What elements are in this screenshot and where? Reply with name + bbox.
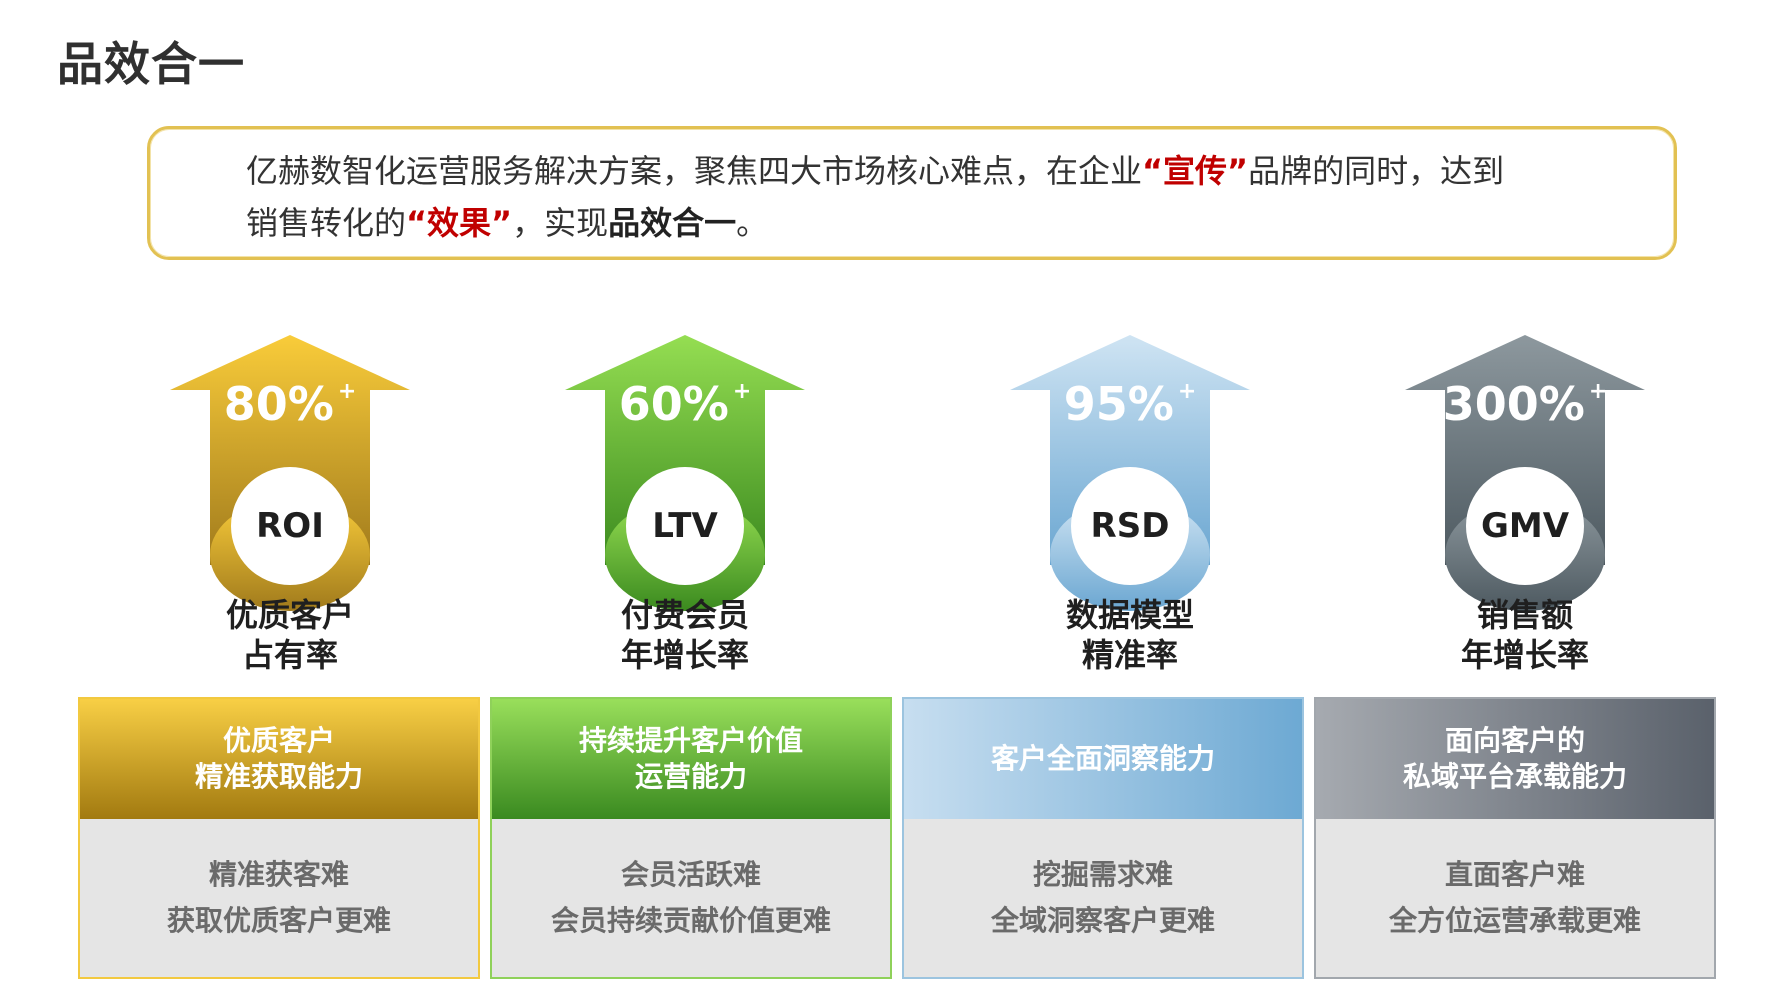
card-body: 会员活跃难 会员持续贡献价值更难	[492, 819, 890, 977]
metric-acronym: ROI	[231, 467, 349, 585]
metric-label: 优质客户 占有率	[225, 596, 354, 674]
metric-label: 数据模型 精准率	[1065, 596, 1194, 674]
intro-highlight-publicity: “宣传”	[1142, 152, 1249, 190]
metric-percent: 95% +	[1063, 377, 1197, 431]
intro-line1-b: 品牌的同时，达到	[1248, 152, 1505, 190]
metric-percent: 60% +	[618, 377, 752, 431]
card-body: 直面客户难 全方位运营承载更难	[1316, 819, 1714, 977]
intro-line2-a: 销售转化的	[246, 204, 407, 242]
metric-roi: 80% + ROI 优质客户 占有率	[170, 335, 410, 685]
card-header: 优质客户 精准获取能力	[80, 699, 478, 819]
capability-card-platform: 面向客户的 私域平台承载能力 直面客户难 全方位运营承载更难	[1314, 697, 1716, 979]
intro-box: 亿赫数智化运营服务解决方案，聚焦四大市场核心难点，在企业“宣传”品牌的同时，达到…	[147, 126, 1677, 260]
intro-highlight-unity: 品效合一	[608, 204, 737, 242]
metric-label: 销售额 年增长率	[1460, 596, 1589, 674]
metric-acronym: LTV	[626, 467, 744, 585]
capability-card-value: 持续提升客户价值 运营能力 会员活跃难 会员持续贡献价值更难	[490, 697, 892, 979]
card-header: 客户全面洞察能力	[904, 699, 1302, 819]
card-body: 挖掘需求难 全域洞察客户更难	[904, 819, 1302, 977]
capability-card-insight: 客户全面洞察能力 挖掘需求难 全域洞察客户更难	[902, 697, 1304, 979]
metric-acronym: GMV	[1466, 467, 1584, 585]
metric-percent: 300% +	[1442, 377, 1608, 431]
card-body: 精准获客难 获取优质客户更难	[80, 819, 478, 977]
card-header: 持续提升客户价值 运营能力	[492, 699, 890, 819]
metric-percent: 80% +	[223, 377, 357, 431]
card-header: 面向客户的 私域平台承载能力	[1316, 699, 1714, 819]
intro-text: 亿赫数智化运营服务解决方案，聚焦四大市场核心难点，在企业“宣传”品牌的同时，达到…	[246, 145, 1626, 249]
metric-label: 付费会员 年增长率	[620, 596, 749, 674]
intro-line2-b: ，实现	[512, 204, 609, 242]
page-title: 品效合一	[57, 37, 245, 91]
metric-gmv: 300% + GMV 销售额 年增长率	[1405, 335, 1645, 685]
metric-rsd: 95% + RSD 数据模型 精准率	[1010, 335, 1250, 685]
intro-highlight-effect: “效果”	[406, 204, 513, 242]
metric-acronym: RSD	[1071, 467, 1189, 585]
intro-line2-c: 。	[736, 204, 769, 242]
capability-card-acquisition: 优质客户 精准获取能力 精准获客难 获取优质客户更难	[78, 697, 480, 979]
metric-ltv: 60% + LTV 付费会员 年增长率	[565, 335, 805, 685]
intro-line1-a: 亿赫数智化运营服务解决方案，聚焦四大市场核心难点，在企业	[246, 152, 1143, 190]
